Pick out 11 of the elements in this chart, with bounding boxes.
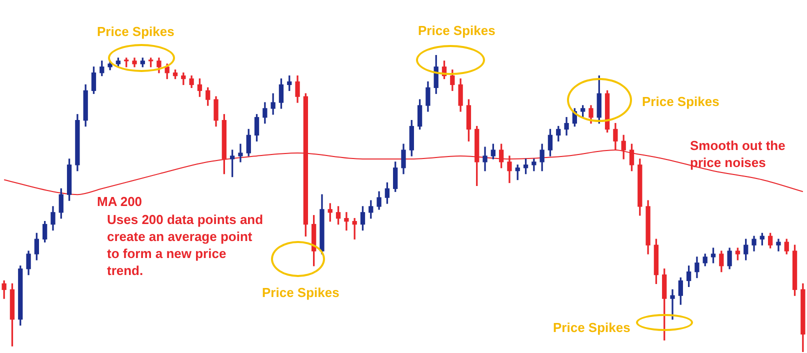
annotation: Price Spikes	[642, 93, 720, 110]
text: Price Spikes	[418, 22, 496, 39]
annotation: Smooth out the price noises	[690, 137, 786, 171]
annotation: Uses 200 data points and create an average point to form a new price trend.	[107, 211, 264, 279]
candlestick	[670, 289, 675, 320]
annotation: Price Spikes	[262, 284, 340, 301]
candlestick	[344, 212, 349, 231]
annotation: Price Spikes	[553, 319, 630, 336]
candlestick	[238, 144, 243, 162]
annotation: MA 200	[97, 193, 142, 210]
text: Price Spikes	[97, 23, 174, 40]
